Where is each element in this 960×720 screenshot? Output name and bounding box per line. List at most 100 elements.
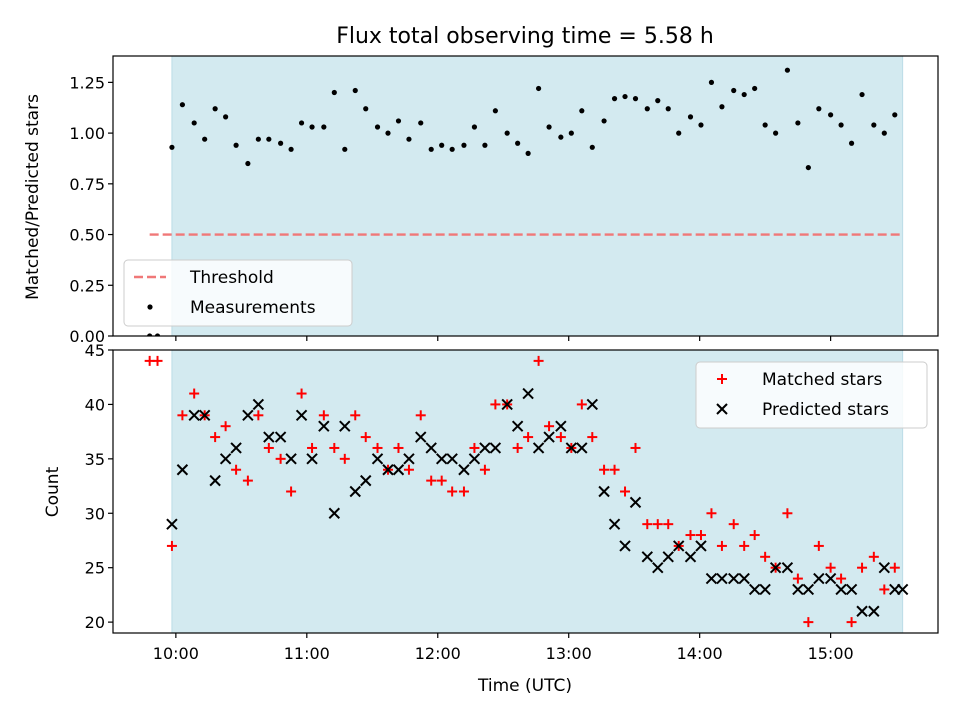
matched-star-point <box>360 432 371 443</box>
measurement-point <box>546 124 552 130</box>
y-tick-label: 45 <box>85 341 105 360</box>
measurement-point <box>708 79 715 85</box>
predicted-star-point <box>532 442 545 454</box>
matched-star-point <box>403 464 414 475</box>
matched-star-point <box>436 475 447 486</box>
plot-area <box>144 355 909 628</box>
predicted-star-point <box>285 453 297 465</box>
matched-star-point <box>189 388 200 399</box>
predicted-star-point <box>522 387 534 400</box>
measurement-point <box>719 104 725 110</box>
matched-star-point <box>728 519 739 530</box>
matched-star-point <box>242 475 253 486</box>
predicted-star-point <box>435 453 448 465</box>
predicted-star-point <box>511 420 524 432</box>
matched-star-point <box>836 573 847 584</box>
predicted-star-point <box>641 551 653 563</box>
legend: Matched stars Predicted stars <box>695 361 928 429</box>
matched-star-point <box>318 410 329 421</box>
predicted-star-point <box>662 551 674 563</box>
matched-star-point <box>825 562 836 573</box>
matched-star-point <box>296 388 307 399</box>
measurement-point <box>762 122 768 128</box>
matched-star-point <box>275 453 286 464</box>
matched-star-point <box>620 486 631 497</box>
measurement-point <box>154 333 161 336</box>
predicted-star-point <box>458 464 470 476</box>
y-tick-label: 0.75 <box>69 175 105 194</box>
measurement-point <box>568 130 574 136</box>
predicted-star-point <box>802 583 815 596</box>
matched-star-point <box>231 464 242 475</box>
y-tick-label: 0.50 <box>69 226 105 245</box>
matched-star-point <box>329 442 340 453</box>
measurement-point <box>504 130 510 136</box>
matched-star-point <box>609 464 620 475</box>
measurement-point <box>871 122 877 128</box>
predicted-star-point <box>684 551 697 563</box>
predicted-star-point <box>738 572 750 585</box>
predicted-star-point <box>835 583 847 596</box>
legend-matched-swatch <box>717 374 727 384</box>
predicted-star-point <box>371 453 384 465</box>
measurement-point <box>352 87 358 94</box>
matched-star-point <box>415 410 426 421</box>
measurement-point <box>655 98 661 104</box>
x-tick-label: 13:00 <box>546 644 592 663</box>
axes-frame <box>112 349 939 634</box>
measurement-point <box>255 136 261 142</box>
measurement-point <box>687 114 694 120</box>
predicted-star-point <box>501 398 513 411</box>
matched-star-point <box>479 464 490 475</box>
predicted-star-point <box>489 442 502 454</box>
predicted-star-point <box>608 518 621 530</box>
measurement-point <box>838 122 844 128</box>
predicted-star-point <box>629 496 642 509</box>
matched-star-point <box>782 508 793 519</box>
measurement-point <box>805 164 811 171</box>
measurement-point <box>632 96 639 102</box>
measurement-point <box>309 124 315 130</box>
predicted-star-point <box>673 540 685 552</box>
matched-star-point <box>512 442 523 453</box>
measurement-point <box>461 142 467 148</box>
predicted-star-point <box>878 561 891 574</box>
legend: Threshold Measurements <box>123 259 353 327</box>
matched-star-point <box>523 432 534 443</box>
matched-star-point <box>152 355 163 366</box>
measurement-point <box>644 106 650 112</box>
matched-star-point <box>803 617 814 628</box>
measurement-point <box>482 142 488 148</box>
measurement-point <box>752 85 758 92</box>
matched-star-point <box>166 540 177 551</box>
matched-star-point <box>544 421 555 432</box>
predicted-star-point <box>339 420 351 432</box>
measurement-point <box>589 144 595 150</box>
matched-star-point <box>813 540 824 551</box>
matched-star-point <box>652 519 663 530</box>
predicted-star-point <box>586 398 598 411</box>
matched-star-point <box>889 562 900 573</box>
legend-label-threshold: Threshold <box>189 268 274 288</box>
x-tick-label: 12:00 <box>415 644 461 663</box>
predicted-star-point <box>695 540 707 552</box>
measurement-point <box>321 124 327 130</box>
matched-star-point <box>393 442 404 453</box>
matched-star-point <box>706 508 717 519</box>
y-tick-label: 40 <box>85 395 105 414</box>
predicted-star-point <box>576 442 588 454</box>
predicted-star-point <box>619 540 631 552</box>
legend-box <box>695 361 928 429</box>
matched-star-point <box>642 519 653 530</box>
predicted-star-point <box>425 442 437 454</box>
predicted-star-point <box>705 572 718 585</box>
y-tick-label: 20 <box>85 613 105 632</box>
measurement-point <box>449 146 455 152</box>
matched-star-point <box>533 355 544 366</box>
chart-title: Flux total observing time = 5.58 h <box>336 24 714 49</box>
x-tick-label: 11:00 <box>284 644 330 663</box>
measurement-point <box>795 120 801 126</box>
measurement-point <box>535 85 542 92</box>
matched-star-point <box>846 617 857 628</box>
